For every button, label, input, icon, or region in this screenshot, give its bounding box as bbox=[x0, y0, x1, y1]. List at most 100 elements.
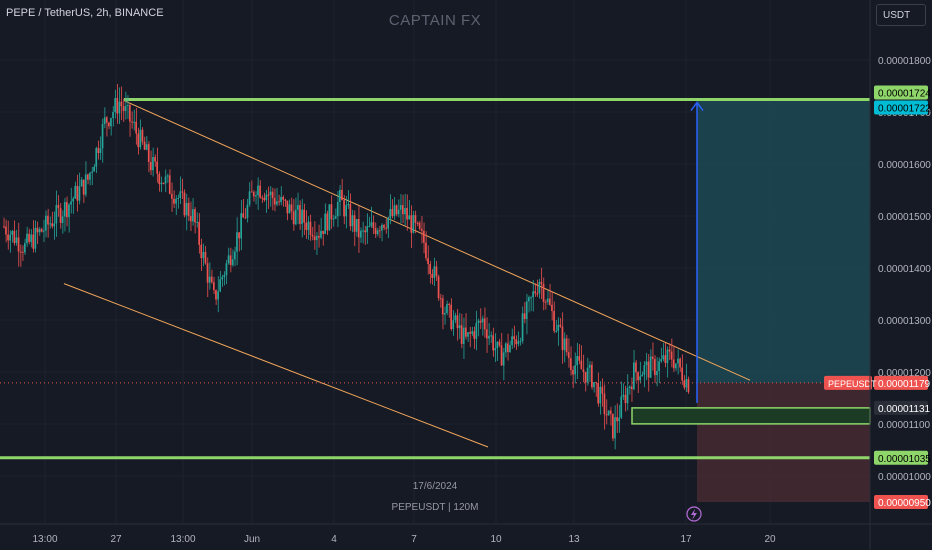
candle-body bbox=[420, 228, 423, 231]
candle-body bbox=[145, 144, 148, 150]
candle-body bbox=[439, 298, 442, 300]
currency-button[interactable]: USDT bbox=[876, 4, 926, 26]
candle-body bbox=[334, 216, 337, 219]
candle-body bbox=[353, 215, 356, 232]
candle-body bbox=[150, 162, 152, 171]
candle-body bbox=[672, 359, 675, 369]
candle-body bbox=[74, 185, 77, 199]
candle-body bbox=[154, 157, 156, 162]
candle-body bbox=[402, 205, 404, 215]
time-tick-label: 13 bbox=[568, 534, 580, 545]
candle-body bbox=[301, 209, 303, 224]
candle-body bbox=[225, 263, 228, 276]
candle-body bbox=[9, 234, 11, 241]
candle-body bbox=[284, 199, 287, 201]
candle-body bbox=[168, 175, 171, 194]
candle-body bbox=[605, 414, 608, 416]
candle-body bbox=[101, 123, 104, 149]
candle-body bbox=[124, 106, 127, 112]
candle-body bbox=[26, 233, 28, 244]
center-date-watermark: 17/6/2024 bbox=[412, 481, 458, 492]
candle-body bbox=[259, 185, 261, 198]
candle-body bbox=[664, 355, 667, 364]
candle-body bbox=[572, 370, 574, 375]
entry-zone-box bbox=[631, 407, 871, 425]
candle-body bbox=[63, 202, 66, 217]
price-tick-label: 0.00001100 bbox=[878, 420, 931, 431]
candle-body bbox=[76, 185, 79, 201]
candle-body bbox=[336, 202, 339, 217]
channel-upper-line bbox=[123, 100, 751, 381]
candle-body bbox=[204, 251, 207, 264]
candle-body bbox=[473, 331, 476, 339]
candle-body bbox=[339, 189, 341, 203]
candle-body bbox=[364, 230, 366, 233]
candle-body bbox=[221, 277, 224, 280]
candle-body bbox=[412, 215, 415, 233]
price-tick-label: 0.00001300 bbox=[878, 316, 931, 327]
candle-body bbox=[431, 273, 434, 278]
symbol-info: PEPE / TetherUS, 2h, BINANCE bbox=[6, 7, 164, 19]
candle-body bbox=[51, 223, 53, 227]
candle-body bbox=[458, 325, 461, 329]
candle-body bbox=[173, 198, 175, 204]
candle-body bbox=[110, 118, 112, 127]
candle-body bbox=[267, 194, 270, 196]
candle-body bbox=[486, 329, 488, 339]
candle-body bbox=[34, 227, 37, 249]
candle-body bbox=[269, 191, 272, 196]
candle-body bbox=[437, 276, 440, 299]
candle-body bbox=[171, 193, 173, 199]
candle-body bbox=[135, 121, 137, 134]
candle-body bbox=[217, 291, 219, 300]
candle-body bbox=[244, 217, 247, 219]
candle-body bbox=[532, 291, 534, 298]
price-label: 0.00001724 bbox=[878, 89, 931, 100]
candle-body bbox=[626, 388, 629, 404]
candle-body bbox=[542, 284, 545, 302]
candle-body bbox=[559, 324, 562, 327]
candle-body bbox=[685, 379, 688, 388]
candle-body bbox=[454, 315, 457, 321]
candle-body bbox=[549, 298, 551, 305]
candle-body bbox=[406, 208, 408, 220]
candle-body bbox=[416, 222, 419, 224]
candle-body bbox=[313, 236, 316, 241]
candle-body bbox=[290, 204, 293, 212]
loss-zone bbox=[697, 382, 870, 502]
price-label-bg bbox=[874, 100, 928, 115]
candle-body bbox=[265, 194, 268, 201]
candle-body bbox=[555, 330, 557, 332]
candle-body bbox=[649, 356, 652, 378]
candle-body bbox=[595, 382, 597, 384]
price-tick-label: 0.00001400 bbox=[878, 264, 931, 275]
candle-body bbox=[84, 174, 87, 195]
lightning-icon bbox=[686, 506, 702, 522]
candle-body bbox=[563, 338, 566, 351]
candle-body bbox=[206, 263, 209, 283]
candle-body bbox=[15, 237, 18, 243]
candle-body bbox=[213, 282, 215, 291]
candle-body bbox=[452, 320, 455, 330]
candle-body bbox=[651, 356, 654, 360]
candle-body bbox=[299, 205, 301, 224]
candle-body bbox=[273, 198, 276, 205]
candle-body bbox=[429, 264, 431, 274]
candle-body bbox=[376, 230, 379, 235]
candle-body bbox=[525, 301, 528, 320]
symbol-tag: PEPEUSDT bbox=[828, 379, 877, 389]
candle-body bbox=[467, 332, 469, 337]
candle-body bbox=[280, 196, 282, 203]
candle-body bbox=[498, 341, 501, 346]
candle-body bbox=[70, 201, 72, 205]
candle-body bbox=[528, 297, 530, 302]
time-tick-label: 4 bbox=[331, 534, 337, 545]
candle-body bbox=[675, 363, 677, 369]
candle-body bbox=[441, 298, 444, 315]
candle-body bbox=[584, 371, 587, 383]
candle-body bbox=[668, 349, 671, 352]
candle-body bbox=[263, 197, 266, 201]
time-tick-label: 7 bbox=[411, 534, 417, 545]
candle-body bbox=[11, 231, 14, 235]
